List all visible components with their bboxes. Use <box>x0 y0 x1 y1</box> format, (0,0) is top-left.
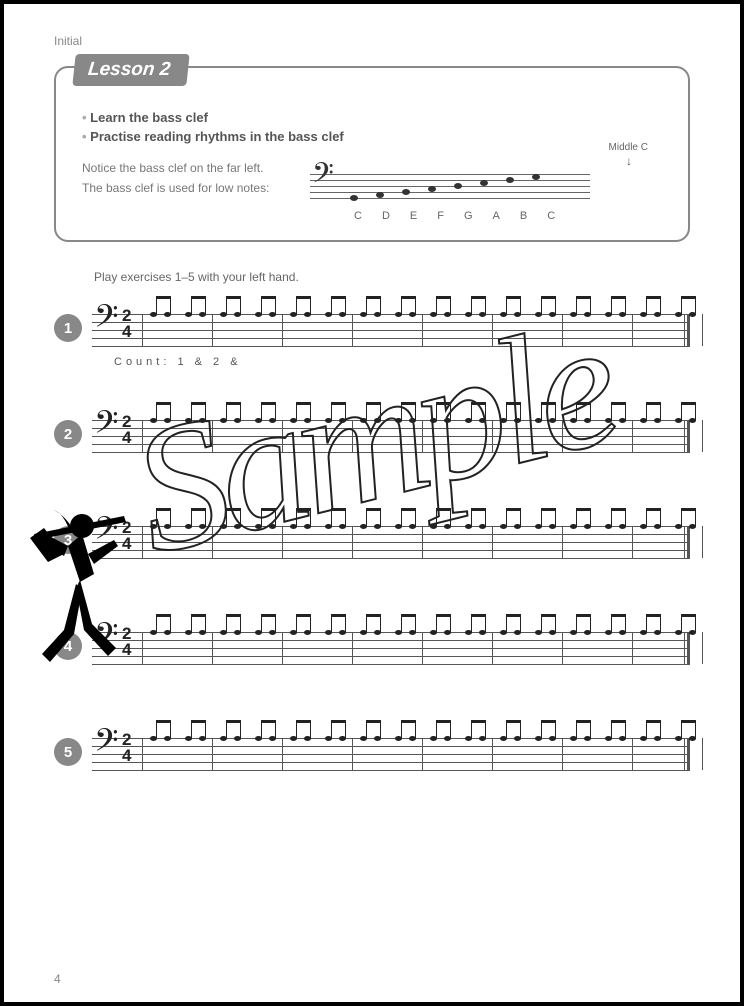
arrow-down-icon: ↓ <box>626 154 632 168</box>
objective-item: Practise reading rhythms in the bass cle… <box>82 129 670 144</box>
bass-clef-icon: 𝄢 <box>94 302 118 340</box>
time-signature: 24 <box>122 308 131 340</box>
bass-clef-icon: 𝄢 <box>312 160 334 194</box>
lesson-objectives: Learn the bass clef Practise reading rhy… <box>82 110 670 144</box>
exercise-number-badge: 1 <box>54 314 82 342</box>
lesson-notice-text: Notice the bass clef on the far left. Th… <box>82 158 292 199</box>
reference-note-labels: C D E F G A B C <box>354 210 670 222</box>
time-signature: 24 <box>122 414 131 446</box>
exercise-staff: 𝄢24 <box>92 412 690 456</box>
exercise-staff: 𝄢24 <box>92 306 690 350</box>
page-level-label: Initial <box>54 34 690 48</box>
exercise-row: 4 𝄢24 <box>54 624 690 668</box>
time-signature: 24 <box>122 732 131 764</box>
exercise-number-badge: 4 <box>54 632 82 660</box>
bass-clef-icon: 𝄢 <box>94 620 118 658</box>
exercise-number-badge: 3 <box>54 526 82 554</box>
exercise-number-badge: 5 <box>54 738 82 766</box>
page-number: 4 <box>54 972 61 986</box>
time-signature: 24 <box>122 626 131 658</box>
exercise-instruction: Play exercises 1–5 with your left hand. <box>94 270 690 284</box>
exercise-row: 5 𝄢24 <box>54 730 690 774</box>
time-signature: 24 <box>122 520 131 552</box>
exercise-number-badge: 2 <box>54 420 82 448</box>
exercise-staff: 𝄢24 <box>92 518 690 562</box>
exercise-row: 3 𝄢24 <box>54 518 690 562</box>
reference-staff: Middle C ↓ 𝄢 C D E <box>310 158 670 222</box>
lesson-box: Lesson 2 Learn the bass clef Practise re… <box>54 66 690 242</box>
exercise-staff: 𝄢24 <box>92 730 690 774</box>
lesson-title-tab: Lesson 2 <box>72 54 190 86</box>
exercise-row: 2 𝄢24 <box>54 412 690 456</box>
exercise-staff: 𝄢24 <box>92 624 690 668</box>
bass-clef-icon: 𝄢 <box>94 726 118 764</box>
exercise-row: 1 𝄢24 <box>54 306 690 350</box>
bass-clef-icon: 𝄢 <box>94 514 118 552</box>
objective-item: Learn the bass clef <box>82 110 670 125</box>
middle-c-label: Middle C <box>609 142 648 153</box>
bass-clef-icon: 𝄢 <box>94 408 118 446</box>
count-label: Count: 1 & 2 & <box>114 356 690 368</box>
